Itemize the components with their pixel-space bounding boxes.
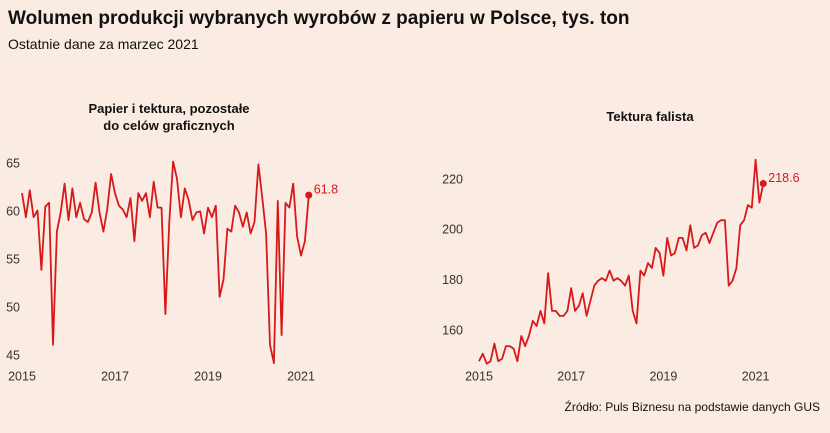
y-tick-label: 220	[442, 172, 463, 186]
x-tick-label: 2015	[465, 369, 493, 383]
panel-title: Tektura falista	[606, 109, 694, 124]
panel-title: Papier i tektura, pozostałe do celów gra…	[88, 101, 250, 133]
source: Źródło: Puls Biznesu na podstawie danych…	[564, 400, 820, 414]
last-point	[759, 179, 767, 187]
y-tick-label: 50	[6, 301, 20, 315]
data-line	[478, 158, 765, 365]
y-tick-label: 60	[6, 205, 20, 219]
title: Wolumen produkcji wybranych wyrobów z pa…	[8, 8, 630, 29]
y-tick-label: 45	[6, 349, 20, 363]
y-tick-label: 65	[6, 157, 20, 171]
x-tick-label: 2021	[287, 369, 315, 383]
x-tick-label: 2019	[194, 369, 222, 383]
x-tick-label: 2015	[8, 369, 36, 383]
x-tick-label: 2017	[101, 369, 129, 383]
y-tick-label: 55	[6, 253, 20, 267]
x-tick-label: 2021	[742, 369, 770, 383]
last-value-label: 218.6	[768, 171, 799, 185]
y-tick-label: 200	[442, 223, 463, 237]
y-tick-label: 160	[442, 323, 463, 337]
data-line	[21, 160, 310, 365]
subtitle: Ostatnie dane za marzec 2021	[8, 36, 199, 52]
last-value-label: 61.8	[314, 182, 338, 196]
last-point	[305, 191, 313, 199]
x-tick-label: 2019	[649, 369, 677, 383]
x-tick-label: 2017	[557, 369, 585, 383]
y-tick-label: 180	[442, 273, 463, 287]
